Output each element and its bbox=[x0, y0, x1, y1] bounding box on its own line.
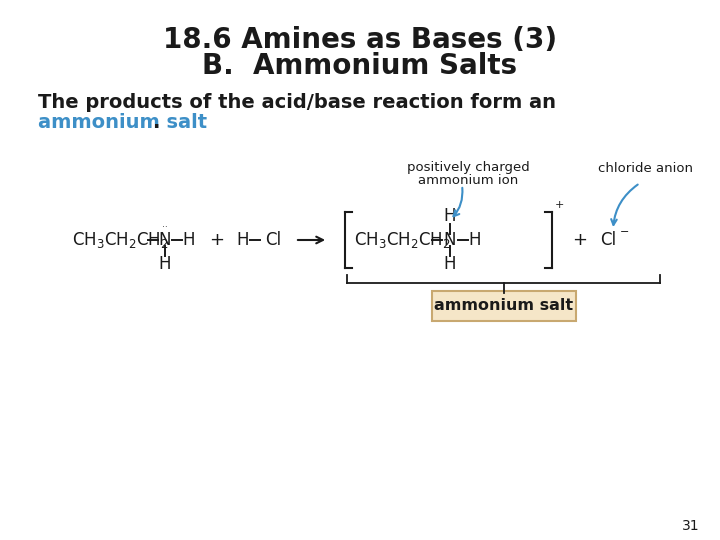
Text: H: H bbox=[183, 231, 195, 249]
Text: CH$_3$CH$_2$CH$_2$: CH$_3$CH$_2$CH$_2$ bbox=[354, 230, 451, 250]
Text: Cl: Cl bbox=[600, 231, 616, 249]
Text: ammonium ion: ammonium ion bbox=[418, 173, 518, 186]
Text: ··: ·· bbox=[162, 223, 168, 232]
Text: +: + bbox=[572, 231, 588, 249]
Text: positively charged: positively charged bbox=[407, 161, 529, 174]
Text: 31: 31 bbox=[683, 519, 700, 533]
Text: H: H bbox=[237, 231, 249, 249]
Text: CH$_3$CH$_2$CH$_2$: CH$_3$CH$_2$CH$_2$ bbox=[72, 230, 169, 250]
Text: chloride anion: chloride anion bbox=[598, 161, 693, 174]
Text: +: + bbox=[555, 200, 564, 210]
Text: H: H bbox=[444, 207, 456, 225]
FancyBboxPatch shape bbox=[431, 291, 575, 321]
Text: The products of the acid/base reaction form an: The products of the acid/base reaction f… bbox=[38, 92, 556, 111]
Text: ammonium salt: ammonium salt bbox=[434, 299, 573, 314]
Text: 18.6 Amines as Bases (3): 18.6 Amines as Bases (3) bbox=[163, 26, 557, 54]
Text: H: H bbox=[469, 231, 481, 249]
Text: ammonium salt: ammonium salt bbox=[38, 112, 207, 132]
Text: H: H bbox=[444, 255, 456, 273]
Text: −: − bbox=[620, 227, 629, 237]
Text: .: . bbox=[153, 112, 161, 132]
Text: N: N bbox=[158, 231, 171, 249]
Text: H: H bbox=[158, 255, 171, 273]
Text: B.  Ammonium Salts: B. Ammonium Salts bbox=[202, 52, 518, 80]
Text: +: + bbox=[210, 231, 225, 249]
Text: N: N bbox=[444, 231, 456, 249]
Text: Cl: Cl bbox=[265, 231, 281, 249]
